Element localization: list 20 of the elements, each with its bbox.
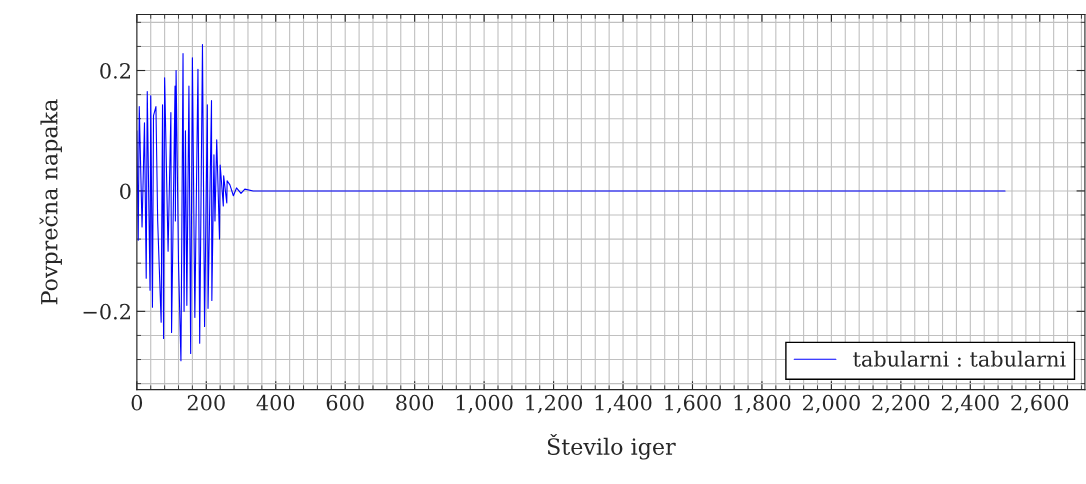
y-axis-title: Povprečna napaka [39,99,62,305]
x-tick-label: 200 [187,394,225,411]
x-tick-label: 2,000 [802,394,860,414]
y-tick-label: 0.2 [100,62,130,79]
y-tick-label: −0.2 [83,303,130,320]
legend-label: tabularni : tabularni [853,350,1066,367]
x-tick-label: 2,600 [1011,394,1069,414]
y-tick-label: 0 [120,183,131,200]
x-tick-label: 2,200 [872,394,930,414]
x-tick-label: 800 [396,394,434,411]
x-axis-title: Število iger [547,434,676,460]
x-tick-label: 2,400 [941,394,999,414]
x-tick-label: 1,000 [456,394,513,414]
x-tick-label: 600 [326,394,364,411]
x-tick-label: 1,600 [665,394,721,414]
x-tick-label: 0 [131,394,143,411]
x-tick-label: 400 [256,394,295,411]
x-tick-label: 1,400 [595,394,652,414]
x-tick-label: 1,800 [734,394,791,414]
x-tick-label: 1,200 [526,394,583,414]
